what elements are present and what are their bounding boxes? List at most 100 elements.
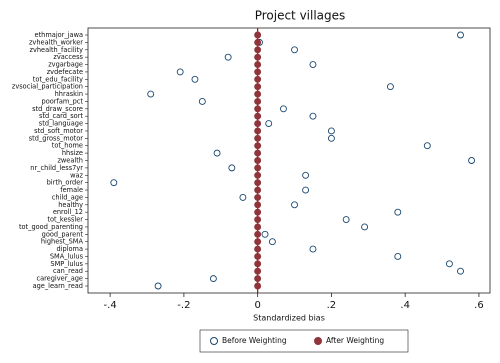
dot: [361, 223, 369, 231]
y-tick-label: zvsocial_participation: [12, 83, 83, 91]
y-tick-label: healthy: [58, 201, 83, 209]
y-tick-label: zvgarbage: [48, 61, 83, 69]
dot: [110, 179, 118, 187]
plot-frame: [87, 27, 491, 294]
y-tick-label: good_parent: [42, 230, 84, 238]
y-tick-label: tot_good_parenting: [19, 223, 83, 231]
legend-box: [199, 329, 409, 353]
dot: [254, 46, 262, 54]
x-tick-label: -.4: [104, 300, 117, 311]
y-tick-label: child_age: [52, 193, 83, 201]
y-tick-label: SMP_lulus: [50, 260, 83, 268]
y-tick-label: std_soft_motor: [34, 127, 83, 135]
y-tick-label: tot_home: [52, 142, 83, 150]
dot: [209, 275, 217, 283]
y-tick-label: zvdefecate: [47, 68, 83, 76]
dot: [254, 83, 262, 91]
y-tick-label: zwealth: [57, 157, 83, 165]
dot: [239, 193, 247, 201]
dot: [254, 61, 262, 68]
y-tick-label: tot_edu_facility: [33, 75, 83, 83]
dot: [342, 216, 350, 224]
legend-marker: [314, 337, 322, 345]
dot: [254, 193, 262, 201]
y-tick-label: std_card_sort: [39, 112, 83, 120]
dot: [254, 171, 262, 179]
dot: [254, 149, 262, 157]
dot: [309, 61, 317, 68]
dot: [268, 238, 276, 246]
dot: [254, 120, 262, 128]
dot: [254, 112, 262, 120]
x-tick-label: .2: [327, 300, 337, 311]
y-tick-label: waz: [70, 171, 83, 179]
dot: [280, 105, 287, 113]
x-tick-label: -.2: [177, 300, 190, 311]
dot: [154, 282, 162, 290]
dot: [254, 223, 262, 231]
dot: [254, 105, 262, 113]
y-tick-label: std_language: [39, 120, 83, 128]
legend-marker: [210, 337, 218, 345]
dot: [224, 53, 232, 61]
y-tick-label: tot_kessler: [47, 216, 83, 224]
dot: [254, 31, 262, 39]
y-tick-label: hhsize: [62, 149, 83, 157]
dot: [254, 216, 262, 224]
dot: [254, 282, 262, 290]
dot: [291, 46, 298, 54]
y-tick-label: caregiver_age: [36, 275, 83, 283]
dot: [261, 230, 269, 238]
dot: [254, 134, 262, 142]
y-tick-label: poorfam_pct: [42, 97, 84, 105]
dot: [302, 186, 310, 194]
dot: [254, 142, 262, 150]
dot: [213, 149, 221, 157]
y-tick-label: diploma: [56, 245, 83, 253]
y-tick-label: can_read: [53, 267, 83, 275]
dot: [302, 171, 310, 179]
y-tick-label: zvhealth_worker: [29, 38, 83, 46]
dot: [423, 142, 431, 150]
dot: [254, 230, 262, 238]
dot: [254, 267, 262, 275]
dot: [147, 90, 155, 98]
dot: [309, 245, 317, 253]
y-tick-label: SMA_lulus: [50, 252, 84, 260]
x-tick-label: .4: [400, 300, 410, 311]
y-tick-label: zvaccess: [53, 53, 83, 61]
dot: [468, 157, 476, 164]
dot: [254, 38, 262, 46]
dot: [327, 127, 335, 135]
y-tick-label: ethmajor_jawa: [35, 31, 83, 39]
dot: [254, 253, 262, 260]
y-tick-label: birth_order: [47, 179, 84, 187]
dot: [254, 179, 262, 187]
y-tick-label: std_draw_score: [32, 105, 83, 113]
y-tick-label: enroll_12: [53, 208, 83, 216]
dot: [327, 134, 335, 142]
dot: [386, 83, 394, 91]
dot: [394, 208, 402, 216]
dot: [394, 253, 402, 260]
dot: [254, 53, 262, 61]
y-tick-label: highest_SMA: [41, 238, 84, 246]
y-tick-label: age_learn_read: [33, 282, 83, 290]
dot: [191, 75, 199, 83]
chart-title: Project villages: [255, 9, 346, 23]
y-tick-label: hhraskin: [55, 90, 83, 98]
dot: [254, 127, 262, 135]
dot: [176, 68, 184, 76]
dot: [254, 164, 262, 172]
legend-label: Before Weighting: [222, 336, 287, 345]
dot: [291, 201, 298, 209]
dot: [254, 75, 262, 83]
dot: [254, 186, 262, 194]
legend-label: After Weighting: [326, 336, 384, 345]
y-tick-label: female: [60, 186, 83, 194]
dot: [254, 275, 262, 283]
dot: [254, 90, 262, 98]
x-axis-label: Standardized bias: [253, 314, 325, 323]
y-tick-label: std_gross_motor: [29, 134, 84, 142]
